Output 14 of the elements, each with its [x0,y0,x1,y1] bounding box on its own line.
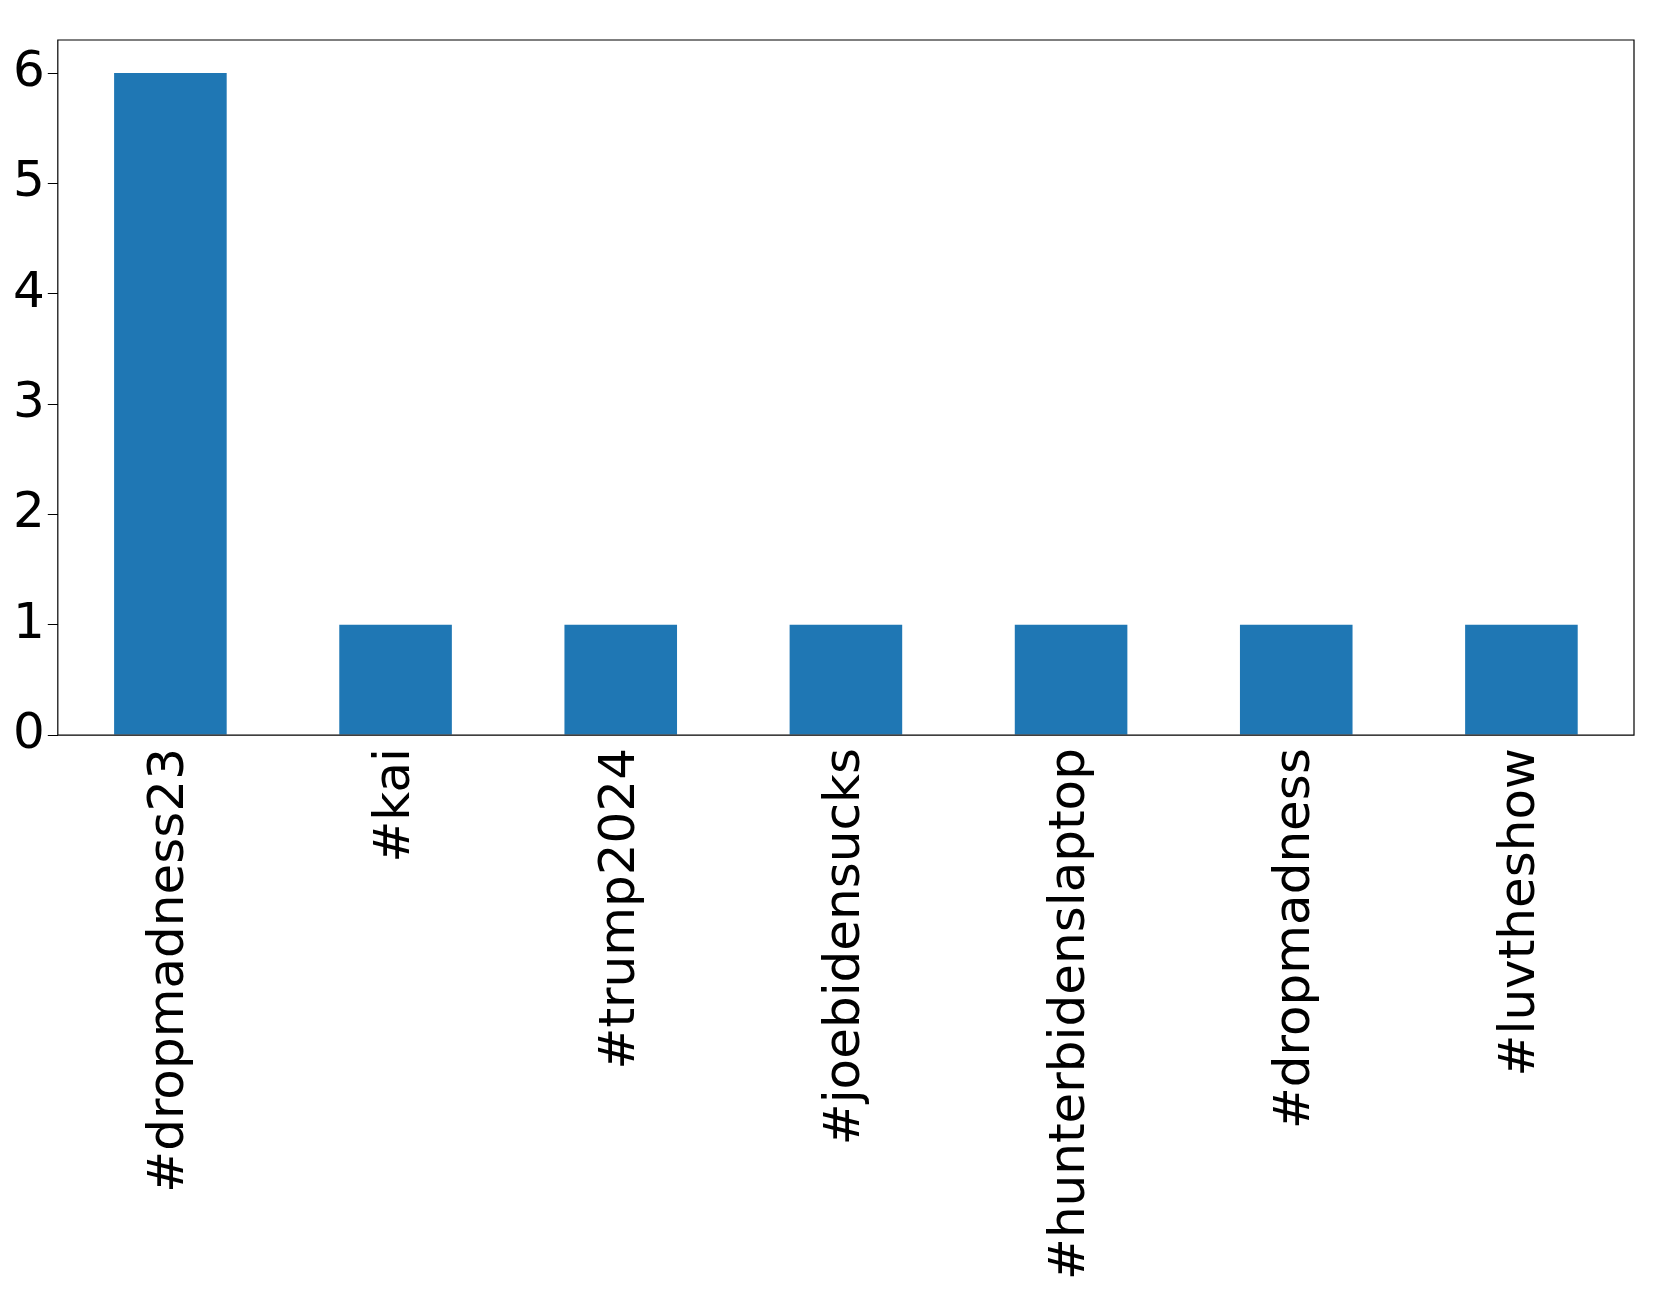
x-tick-label: #trump2024 [587,748,646,1070]
x-tick-label: #hunterbidenslaptop [1038,748,1097,1281]
y-tick-label: 2 [13,481,45,540]
y-tick-label: 5 [13,150,45,209]
y-tick-label: 0 [13,702,45,761]
x-tick-label: #kai [362,748,421,863]
x-tick-label: #dropmadness [1263,748,1322,1130]
y-tick-label: 1 [13,591,45,650]
y-tick-label: 3 [13,371,45,430]
x-tick-label: #luvtheshow [1488,748,1547,1077]
y-tick-label: 4 [13,260,45,319]
x-tick-label: #joebidensucks [812,748,871,1146]
y-tick-label: 6 [13,40,45,99]
x-tick-label: #dropmadness23 [137,748,196,1193]
